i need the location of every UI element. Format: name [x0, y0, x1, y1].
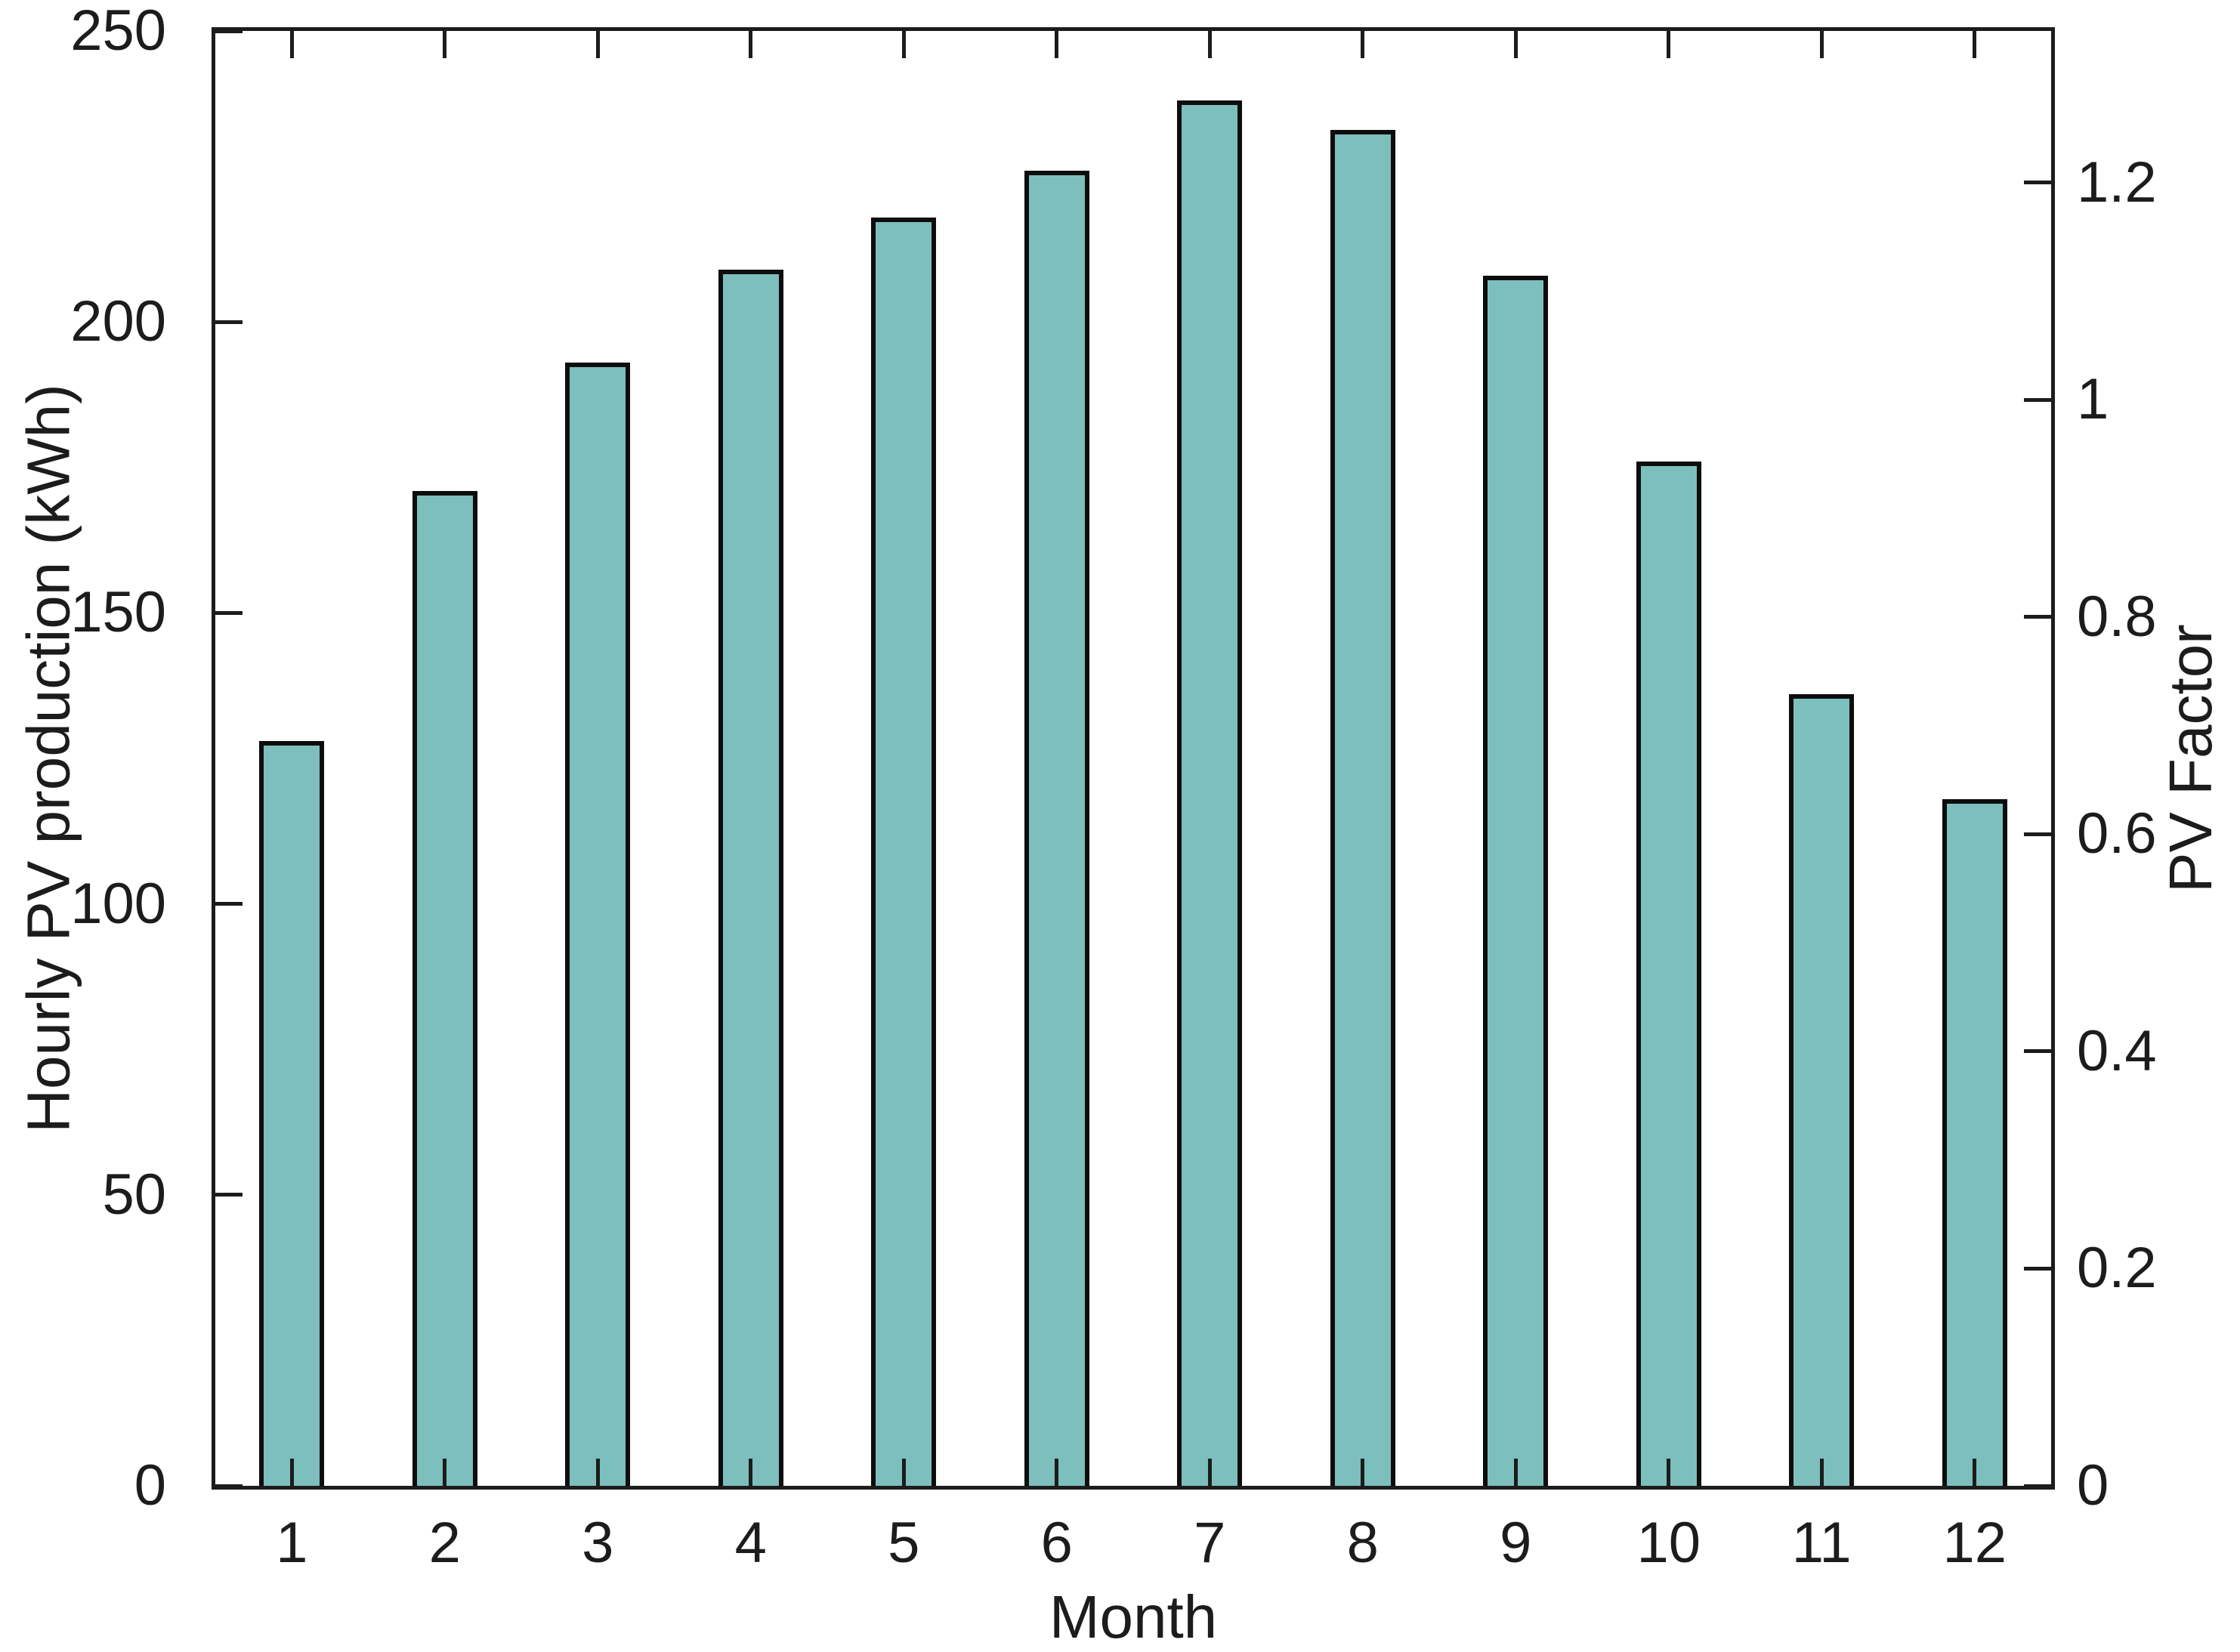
x-tick-top [1361, 31, 1365, 58]
x-tick-top [1973, 31, 1977, 58]
x-tick-bottom [289, 1459, 294, 1486]
x-tick-label-9: 9 [1500, 1511, 1532, 1575]
x-tick-bottom [1055, 1459, 1059, 1486]
right-y-tick-label-0.4: 0.4 [2077, 1018, 2157, 1083]
bar-month-2 [412, 490, 477, 1486]
x-tick-top [443, 31, 447, 58]
x-axis-tick-labels: 1 2 3 4 5 6 7 8 9 10 11 12 [212, 1515, 2055, 1583]
bar-month-1 [259, 740, 325, 1486]
right-y-axis-title-box: PV Factor [2146, 27, 2236, 1490]
x-tick-bottom [1361, 1459, 1365, 1486]
left-y-tick-label-150: 150 [70, 580, 166, 645]
left-y-tick-label-0: 0 [134, 1453, 166, 1518]
x-tick-top [289, 31, 294, 58]
x-tick-label-7: 7 [1194, 1511, 1226, 1575]
bar-month-8 [1330, 129, 1395, 1486]
x-tick-bottom [595, 1459, 600, 1486]
left-y-tick-label-50: 50 [102, 1162, 166, 1227]
x-tick-top [1667, 31, 1671, 58]
right-axis-tick-labels: 0 0.2 0.4 0.6 0.8 1 1.2 [2077, 27, 2240, 1514]
right-y-tick-label-0.2: 0.2 [2077, 1236, 2157, 1301]
bar-month-9 [1483, 275, 1549, 1486]
left-y-tick [215, 610, 243, 615]
left-y-tick [215, 1193, 243, 1197]
bar-month-4 [718, 269, 783, 1486]
x-axis-title-box: Month [212, 1583, 2055, 1652]
plot-inner-area [215, 29, 2051, 1488]
left-y-tick-label-100: 100 [70, 871, 166, 936]
x-tick-top [1207, 31, 1212, 58]
x-tick-label-4: 4 [734, 1511, 767, 1575]
left-y-tick [215, 29, 243, 33]
right-y-tick-label-1.2: 1.2 [2077, 150, 2157, 215]
x-tick-label-8: 8 [1346, 1511, 1379, 1575]
left-y-tick [215, 902, 243, 906]
x-tick-label-3: 3 [582, 1511, 614, 1575]
right-y-tick [2024, 397, 2051, 402]
x-tick-top [749, 31, 753, 58]
x-tick-label-11: 11 [1791, 1511, 1852, 1575]
right-y-tick-label-0: 0 [2077, 1453, 2109, 1518]
x-tick-bottom [1819, 1459, 1824, 1486]
x-tick-label-6: 6 [1040, 1511, 1073, 1575]
x-tick-top [1513, 31, 1518, 58]
right-y-tick [2024, 1049, 2051, 1054]
bar-month-6 [1024, 170, 1089, 1486]
bar-month-3 [565, 363, 631, 1486]
bar-month-7 [1177, 100, 1243, 1486]
bar-month-10 [1636, 462, 1701, 1486]
left-y-axis-title-box: Hourly PV production (kWh) [4, 27, 94, 1490]
bar-month-12 [1942, 798, 2007, 1486]
x-tick-label-12: 12 [1942, 1511, 2007, 1575]
right-y-tick [2024, 1267, 2051, 1271]
x-tick-top [1055, 31, 1059, 58]
x-tick-bottom [1667, 1459, 1671, 1486]
x-tick-bottom [443, 1459, 447, 1486]
right-y-tick-label-1: 1 [2077, 367, 2109, 432]
left-y-tick [215, 320, 243, 324]
right-y-tick-label-0.8: 0.8 [2077, 584, 2157, 649]
x-tick-label-5: 5 [888, 1511, 920, 1575]
x-tick-label-2: 2 [428, 1511, 461, 1575]
x-tick-bottom [1973, 1459, 1977, 1486]
left-y-tick [215, 1484, 243, 1488]
x-tick-bottom [901, 1459, 906, 1486]
x-tick-bottom [1513, 1459, 1518, 1486]
right-y-tick-label-0.6: 0.6 [2077, 801, 2157, 866]
bar-month-11 [1789, 694, 1855, 1486]
right-y-tick [2024, 615, 2051, 619]
x-tick-bottom [749, 1459, 753, 1486]
plot-area [212, 27, 2055, 1490]
x-tick-bottom [1207, 1459, 1212, 1486]
right-y-axis-title: PV Factor [2157, 624, 2225, 893]
left-axis-tick-labels: 0 50 100 150 200 250 [0, 2, 190, 1515]
x-tick-label-1: 1 [276, 1511, 308, 1575]
x-tick-label-10: 10 [1636, 1511, 1701, 1575]
left-y-axis-title: Hourly PV production (kWh) [15, 384, 83, 1133]
right-y-tick [2024, 181, 2051, 185]
left-y-tick-label-250: 250 [70, 0, 166, 63]
right-y-tick [2024, 832, 2051, 836]
x-axis-title: Month [1049, 1583, 1218, 1650]
left-y-tick-label-200: 200 [70, 289, 166, 354]
x-tick-top [1819, 31, 1824, 58]
right-y-tick [2024, 1484, 2051, 1488]
x-tick-top [595, 31, 600, 58]
bar-month-5 [871, 217, 937, 1486]
x-tick-top [901, 31, 906, 58]
